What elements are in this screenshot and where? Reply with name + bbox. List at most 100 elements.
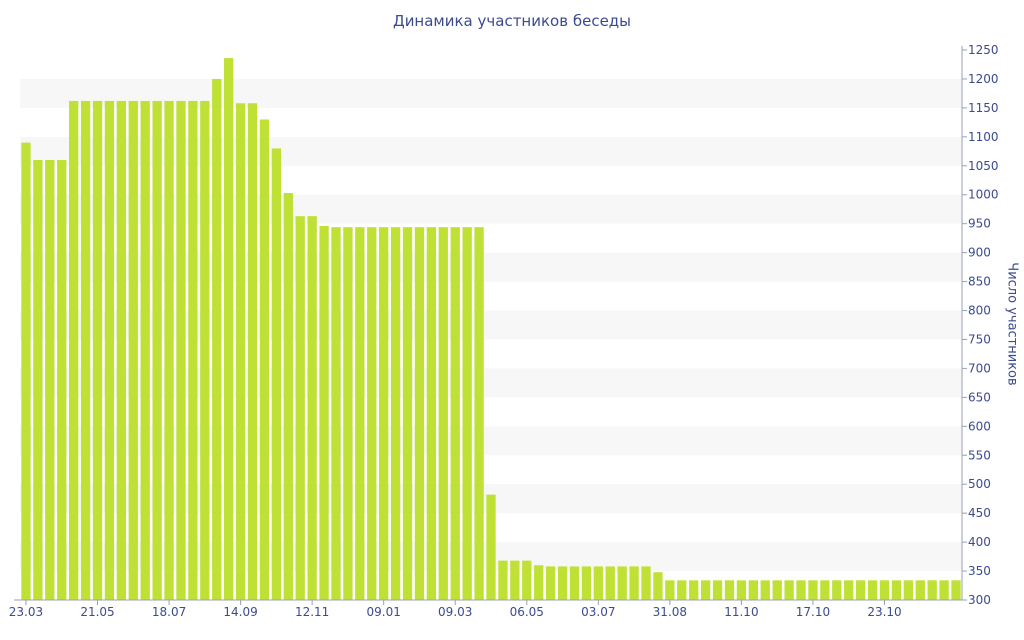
bar: [641, 566, 651, 600]
y-tick-label: 900: [968, 246, 991, 260]
x-tick-label: 14.09: [223, 605, 257, 619]
bar: [212, 78, 222, 600]
x-tick-label: 17.10: [796, 605, 830, 619]
bar: [152, 100, 162, 600]
bar: [629, 566, 639, 600]
bar: [343, 227, 353, 600]
bar: [832, 580, 842, 600]
bar: [92, 100, 103, 600]
bar: [331, 227, 341, 600]
bar: [176, 100, 186, 600]
bar: [736, 580, 747, 600]
bar: [689, 580, 699, 600]
bar: [295, 216, 305, 600]
bar: [593, 566, 603, 600]
bar: [891, 580, 902, 600]
y-tick-label: 700: [968, 361, 991, 375]
y-tick-label: 950: [968, 217, 991, 231]
bar: [569, 566, 580, 600]
y-tick-label: 1050: [968, 159, 999, 173]
y-tick-label: 1150: [968, 101, 999, 115]
bar: [414, 227, 425, 600]
chart-title: Динамика участников беседы: [392, 12, 632, 30]
bar: [867, 580, 878, 600]
x-tick-label: 23.10: [867, 605, 901, 619]
bar: [224, 58, 234, 601]
bar: [259, 119, 270, 600]
bar: [69, 100, 79, 600]
bar: [772, 580, 782, 600]
bar: [820, 580, 830, 600]
y-tick-label: 400: [968, 535, 991, 549]
bar: [557, 566, 568, 600]
bar: [784, 580, 794, 600]
y-tick-label: 1100: [968, 130, 999, 144]
bar: [390, 227, 401, 600]
bar: [116, 100, 126, 600]
bar: [677, 580, 687, 600]
bar: [271, 148, 282, 601]
bar: [438, 227, 448, 600]
bar: [498, 560, 508, 600]
bar: [200, 100, 210, 600]
x-tick-label: 23.03: [9, 605, 43, 619]
bar: [724, 580, 735, 600]
bar: [319, 226, 329, 600]
bar: [903, 580, 913, 600]
bar: [474, 227, 484, 600]
bar: [939, 580, 949, 600]
y-tick-label: 550: [968, 448, 991, 462]
bar: [879, 580, 890, 600]
bar: [605, 566, 615, 600]
bar: [510, 560, 520, 600]
bar: [545, 566, 556, 600]
bar: [856, 580, 866, 600]
y-tick-label: 350: [968, 564, 991, 578]
x-tick-label: 03.07: [581, 605, 615, 619]
bar: [700, 580, 711, 600]
x-tick-label: 09.01: [367, 605, 401, 619]
bar: [712, 580, 723, 600]
bar: [426, 227, 437, 600]
y-tick-label: 1200: [968, 72, 999, 86]
y-tick-label: 450: [968, 506, 991, 520]
bar: [760, 580, 770, 600]
bar: [235, 103, 246, 600]
bar: [307, 216, 317, 600]
y-tick-label: 650: [968, 390, 991, 404]
bar: [915, 580, 925, 600]
y-tick-label: 850: [968, 275, 991, 289]
bar: [808, 580, 818, 600]
bar: [21, 142, 31, 600]
x-tick-label: 11.10: [724, 605, 758, 619]
bar: [247, 103, 258, 600]
bar: [534, 565, 544, 600]
y-tick-label: 1250: [968, 43, 999, 57]
x-tick-label: 06.05: [510, 605, 544, 619]
bar: [450, 227, 460, 600]
bars: [21, 58, 961, 601]
y-tick-label: 500: [968, 477, 991, 491]
y-tick-label: 800: [968, 304, 991, 318]
bar: [367, 227, 377, 600]
y-axis-ticks: 300 350 400 450 500 550 600 650 700 750 800 850 900 9…: [14, 43, 999, 607]
bar: [951, 580, 961, 600]
bar: [140, 100, 150, 600]
x-tick-label: 31.08: [653, 605, 687, 619]
bar: [128, 100, 138, 600]
bar: [748, 580, 758, 600]
bar: [80, 100, 91, 600]
bar: [379, 227, 389, 600]
bar: [617, 566, 627, 600]
bar: [402, 227, 413, 600]
bar: [486, 494, 496, 600]
bar: [164, 100, 174, 600]
bar: [796, 580, 806, 600]
y-tick-label: 750: [968, 332, 991, 346]
bar: [462, 227, 472, 600]
x-axis-ticks: 23.03 21.05 18.07 14.09 12.11 09.01 09.03 06.05…: [9, 600, 902, 619]
bar: [522, 560, 532, 600]
bar: [581, 566, 592, 600]
bar: [283, 193, 293, 600]
